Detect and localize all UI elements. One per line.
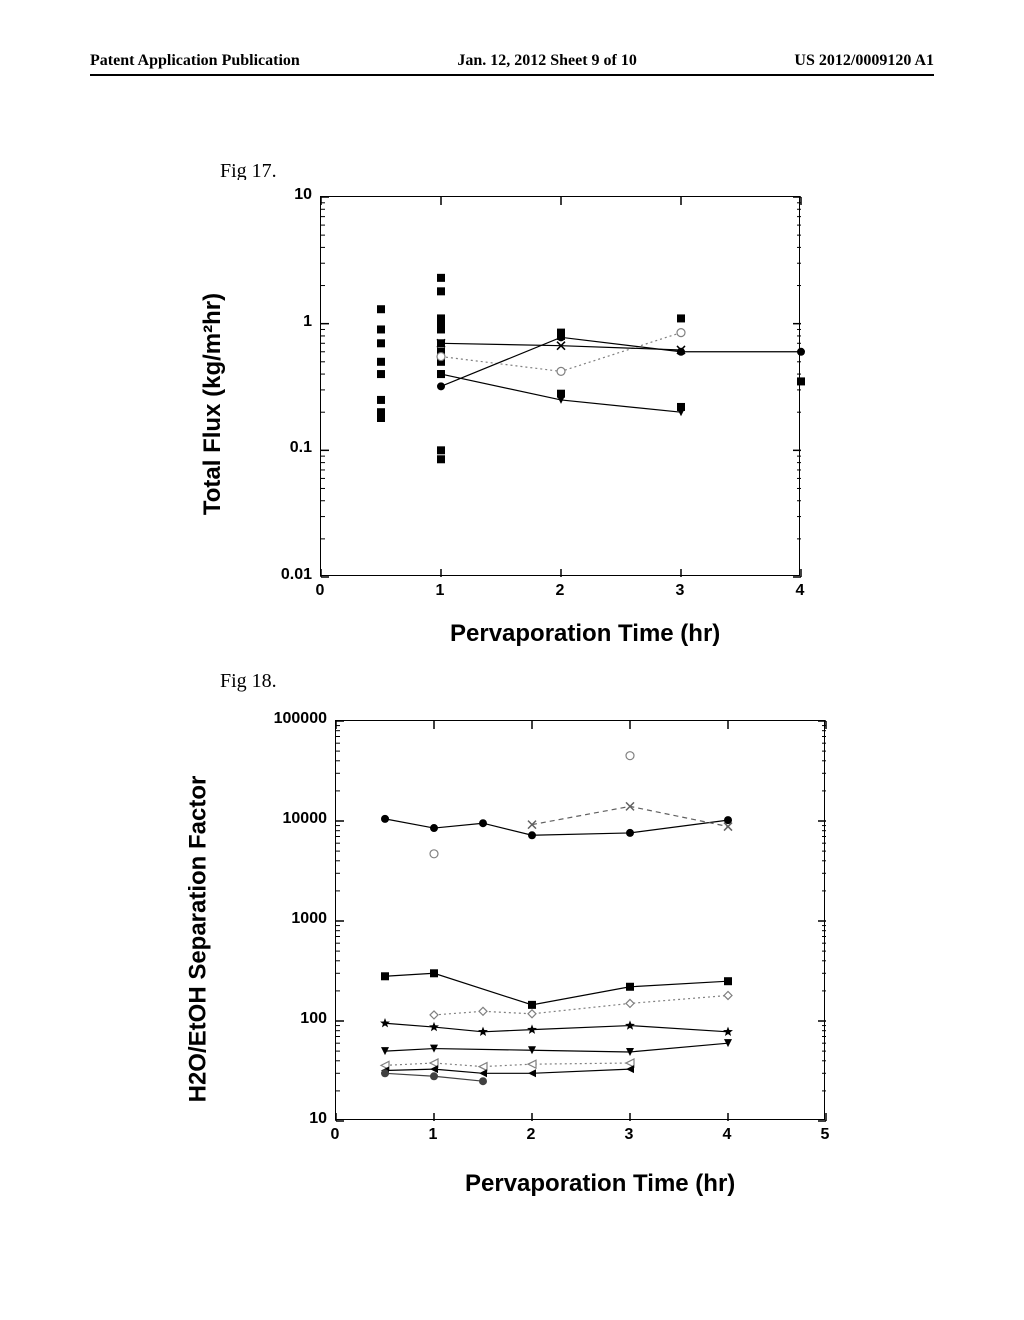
xtick-label: 1 [430,582,450,600]
ytick-label: 1 [303,313,312,331]
fig17-xlabel: Pervaporation Time (hr) [450,620,720,648]
fig18-xlabel: Pervaporation Time (hr) [465,1170,735,1198]
header-left: Patent Application Publication [90,52,300,70]
ytick-label: 0.1 [290,439,312,457]
header-center: Jan. 12, 2012 Sheet 9 of 10 [457,52,637,70]
xtick-label: 2 [550,582,570,600]
fig18-label: Fig 18. [220,670,277,693]
fig17-ylabel: Total Flux (kg/m²hr) [199,293,227,515]
header-right: US 2012/0009120 A1 [794,52,934,70]
xtick-label: 4 [790,582,810,600]
fig17-chart: Total Flux (kg/m²hr) Pervaporation Time … [200,180,820,640]
xtick-label: 1 [423,1126,443,1144]
ytick-label: 100 [300,1010,327,1028]
xtick-label: 3 [670,582,690,600]
xtick-label: 0 [310,582,330,600]
fig18-chart: H2O/EtOH Separation Factor Pervaporation… [185,700,845,1190]
xtick-label: 0 [325,1126,345,1144]
ytick-label: 1000 [291,910,327,928]
ytick-label: 10000 [283,810,328,828]
xtick-label: 4 [717,1126,737,1144]
ytick-label: 100000 [274,710,327,728]
header-divider [90,74,934,76]
ytick-label: 10 [294,186,312,204]
ytick-label: 0.01 [281,566,312,584]
fig18-plot-area [335,720,825,1120]
xtick-label: 5 [815,1126,835,1144]
xtick-label: 3 [619,1126,639,1144]
fig17-plot-area [320,196,800,576]
fig18-ylabel: H2O/EtOH Separation Factor [184,776,212,1103]
xtick-label: 2 [521,1126,541,1144]
